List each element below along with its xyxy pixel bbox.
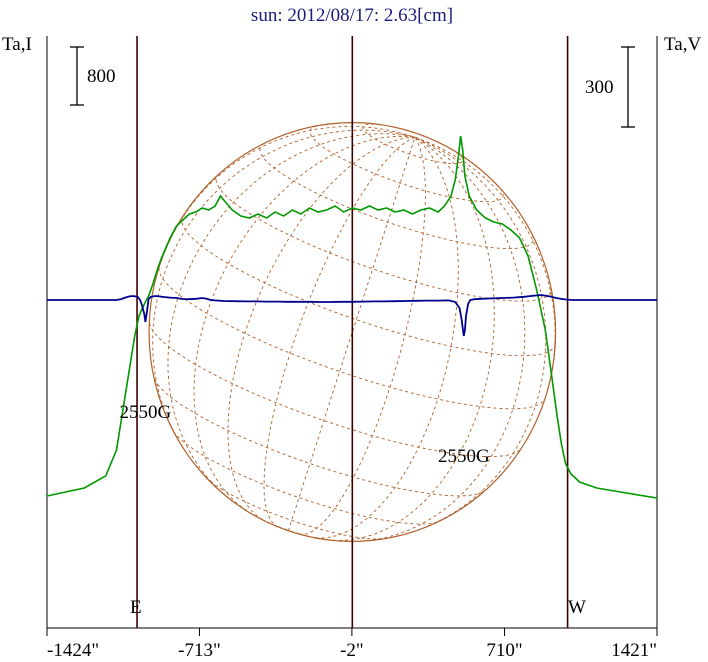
scale-right-label: 300 [585,77,614,98]
west-label: W [568,597,586,618]
x-tick-label: 710" [486,640,522,661]
latitude-line [205,477,386,540]
longitude-line [298,136,426,535]
annotation-label: 2550G [438,446,490,467]
latitude-line [309,125,504,203]
longitude-line [327,136,495,541]
longitude-line [193,135,416,515]
x-tick-label: -2" [340,640,364,661]
longitude-line [414,136,547,530]
x-tick-label: 1421" [611,640,657,661]
x-tick-label: -713" [178,640,221,661]
series-intensity-line [46,135,658,499]
latitude-line [173,431,439,525]
latitude-line [215,174,552,302]
y-right-label: Ta,V [664,34,701,55]
scale-bar-left: 800 [70,46,116,106]
annotation-label: 2550G [120,402,172,423]
east-label: E [130,597,142,618]
longitude-line [287,137,416,531]
latitude-line [362,123,464,165]
series-polarization-line [47,294,657,337]
x-axis-ticks: -1424" -713" -2" 710" 1421" [46,628,658,661]
longitude-line [360,136,526,542]
longitude-line [161,126,416,260]
longitude-line [263,136,416,528]
latitude-line [154,378,484,497]
latitude-line [181,216,556,357]
scale-left-label: 800 [87,66,116,87]
longitude-line [152,129,416,448]
x-tick-label: -1424" [47,640,99,661]
longitude-line [414,136,556,392]
longitude-line [315,136,459,539]
vertical-markers [136,36,569,628]
y-left-label: Ta,I [2,34,32,55]
chart-title: sun: 2012/08/17: 2.63[cm] [251,5,453,26]
scale-bar-right: 300 [585,46,635,128]
latitude-line [149,322,521,458]
annotations: 2550G 2550G [120,402,490,467]
longitude-line [167,133,416,496]
latitude-line [259,143,534,250]
longitude-line [227,136,416,520]
latitude-line [158,267,546,410]
